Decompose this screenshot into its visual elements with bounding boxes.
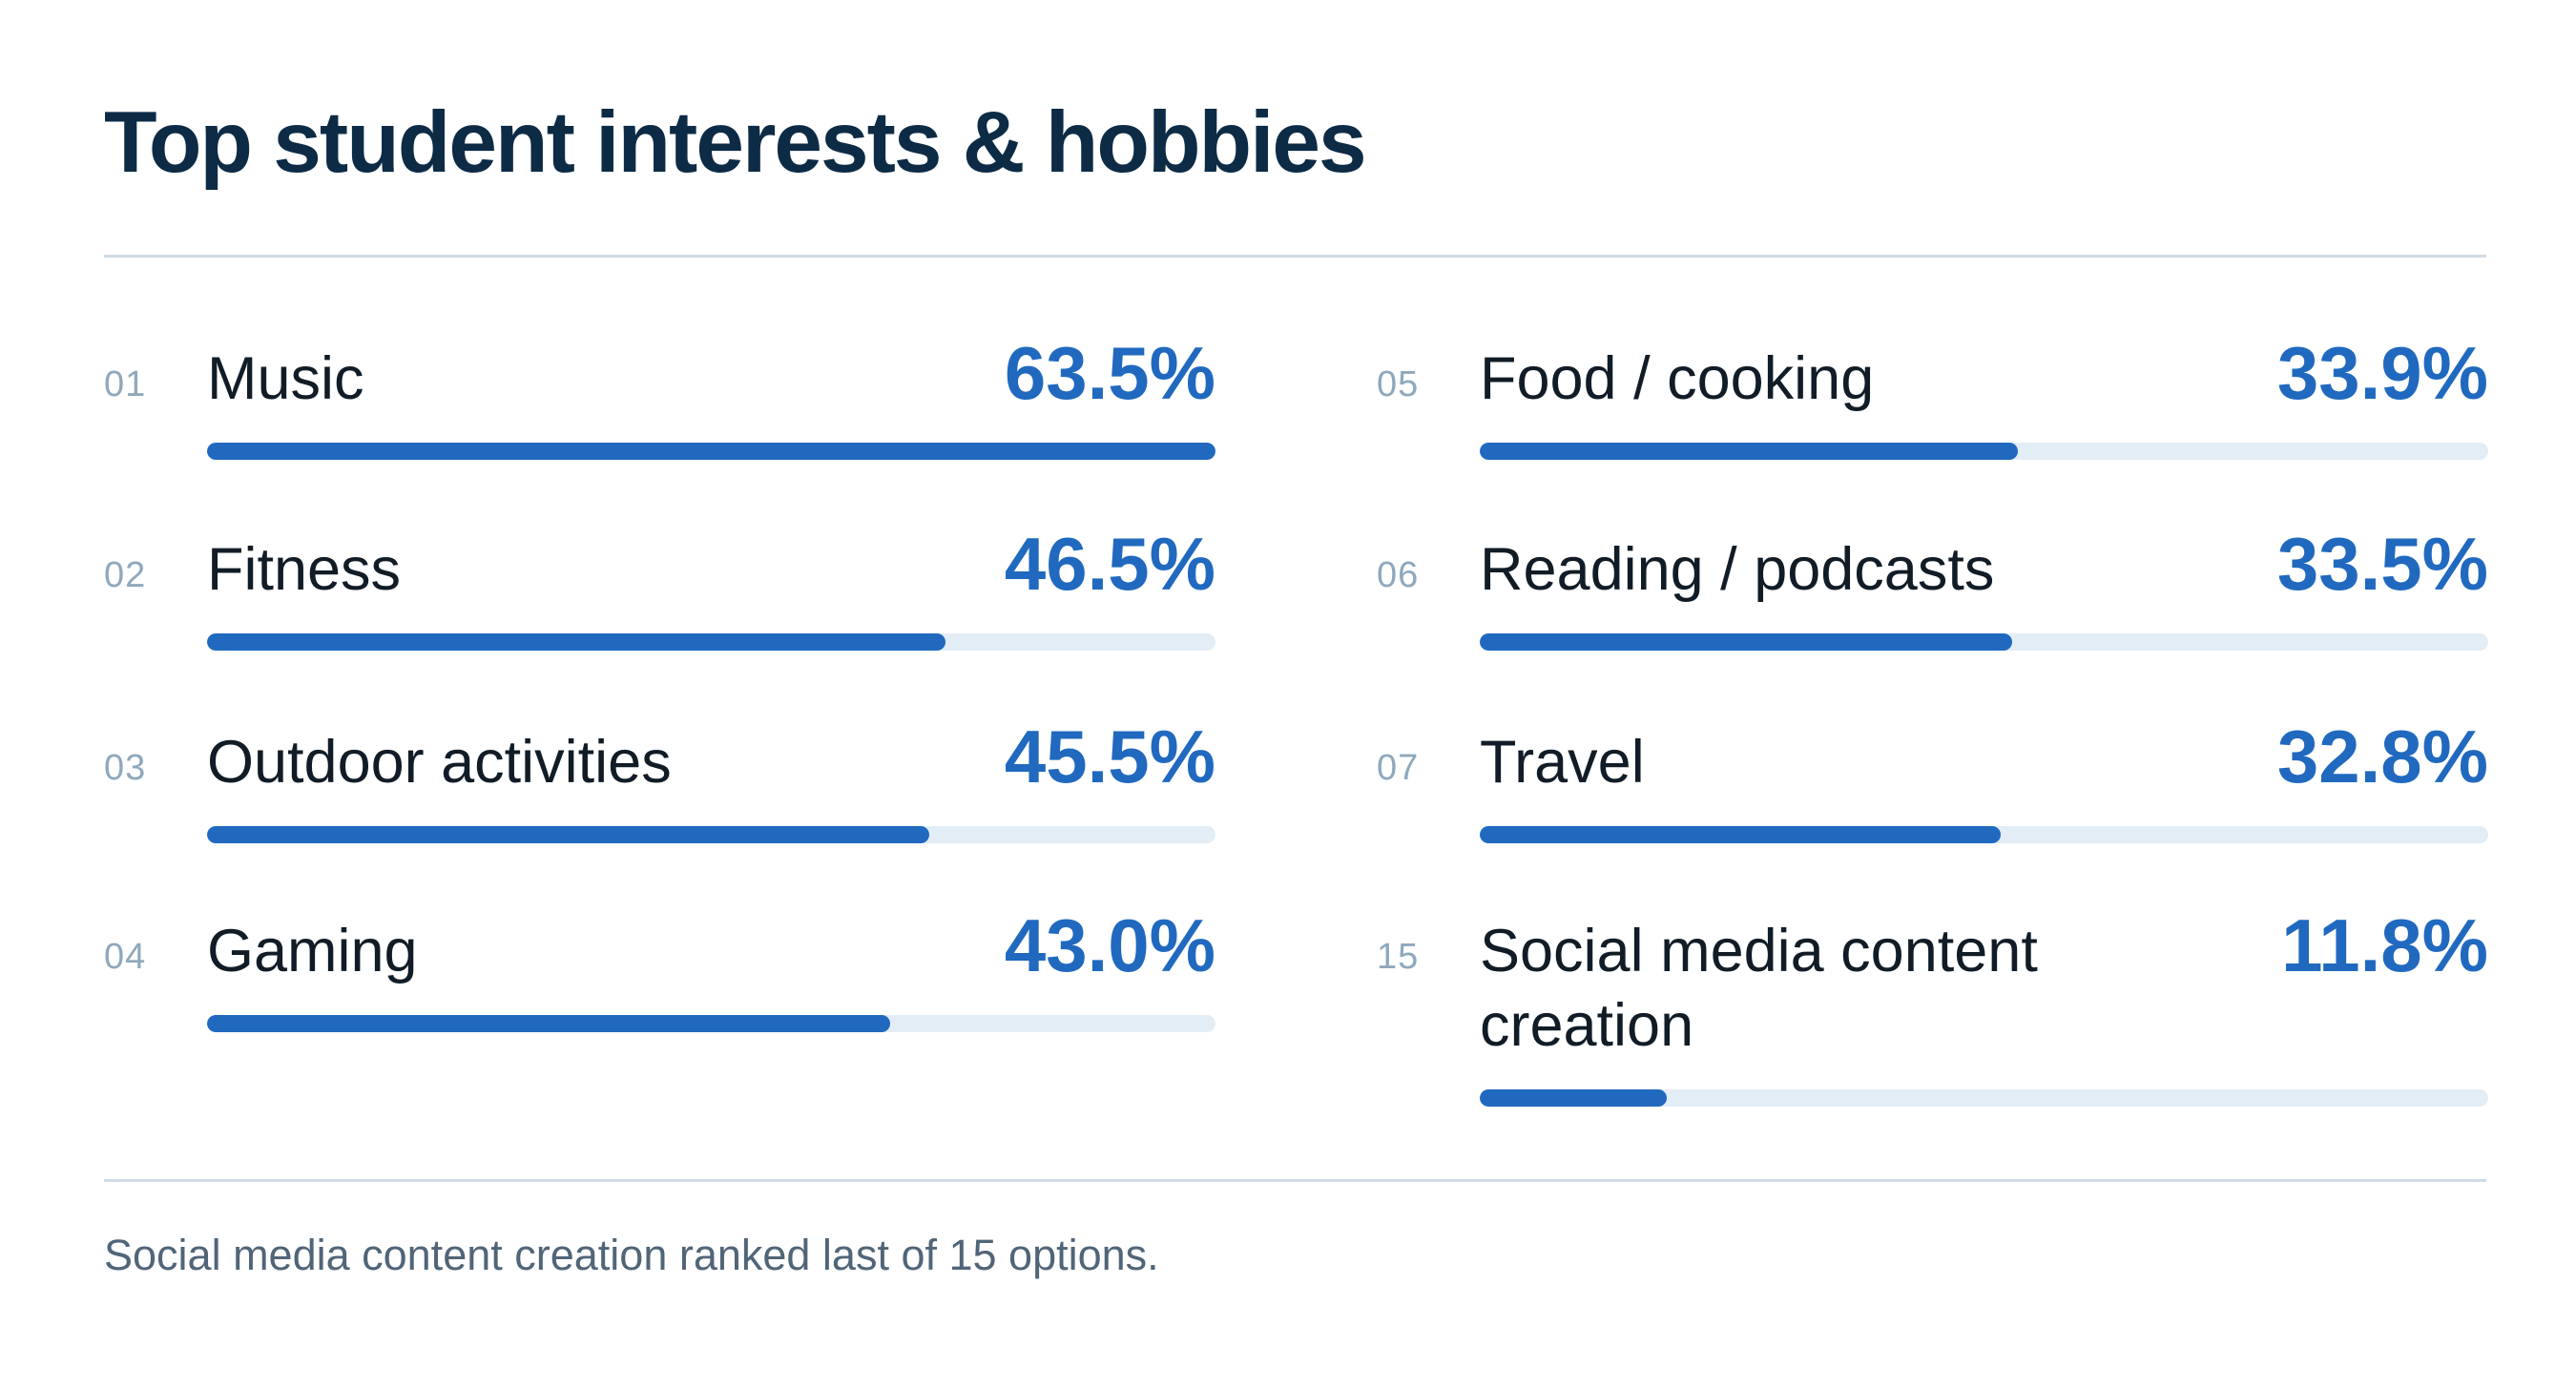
value-label: 45.5% <box>1004 715 1215 798</box>
category-label: Fitness <box>207 536 402 603</box>
value-label: 46.5% <box>1004 522 1215 606</box>
category-label: Travel <box>1480 729 1645 796</box>
value-label: 43.0% <box>1004 903 1215 987</box>
bar-row: 07 Travel 32.8% <box>1377 698 2488 889</box>
chart-title: Top student interests & hobbies <box>104 94 1367 191</box>
bottom-divider <box>104 1179 2486 1182</box>
left-column: 01 Music 63.5% 02 Fitness 46.5% 03 Outdoor acti… <box>104 0 1215 1388</box>
bar-track <box>207 826 1215 843</box>
bar-row: 03 Outdoor activities 45.5% <box>104 698 1215 889</box>
bar-track <box>1480 1089 2488 1107</box>
category-label: Gaming <box>207 918 418 984</box>
category-label: Outdoor activities <box>207 729 672 796</box>
rank-number: 07 <box>1377 748 1420 788</box>
category-label: Music <box>207 345 364 412</box>
bar-row: 01 Music 63.5% <box>104 315 1215 506</box>
rank-number: 03 <box>104 748 147 788</box>
footnote: Social media content creation ranked las… <box>104 1231 1159 1279</box>
category-label: Food / cooking <box>1480 345 1875 412</box>
bar-track <box>207 1015 1215 1032</box>
rank-number: 01 <box>104 364 147 404</box>
bar-fill <box>207 1015 890 1032</box>
bar-row: 05 Food / cooking 33.9% <box>1377 315 2488 506</box>
bar-row: 02 Fitness 46.5% <box>104 506 1215 696</box>
bar-row: 04 Gaming 43.0% <box>104 887 1215 1078</box>
bar-track <box>1480 826 2488 843</box>
bar-track <box>1480 633 2488 651</box>
value-label: 11.8% <box>2281 903 2488 987</box>
value-label: 32.8% <box>2276 715 2488 798</box>
bar-fill <box>1480 443 2019 460</box>
bar-fill <box>207 633 946 651</box>
rank-number: 15 <box>1377 937 1420 977</box>
bar-row: 06 Reading / podcasts 33.5% <box>1377 506 2488 696</box>
rank-number: 02 <box>104 555 147 595</box>
category-label: Reading / podcasts <box>1480 536 1995 603</box>
rank-number: 05 <box>1377 364 1420 404</box>
rank-number: 06 <box>1377 555 1420 595</box>
category-label: Social media content creation <box>1480 918 2038 1059</box>
bar-row: 15 Social media content creation 11.8% <box>1377 887 2488 1107</box>
top-divider <box>104 255 2486 258</box>
value-label: 63.5% <box>1004 331 1215 415</box>
rank-number: 04 <box>104 937 147 977</box>
right-column: 05 Food / cooking 33.9% 06 Reading / podcast… <box>1377 0 2488 1388</box>
bar-fill <box>207 826 930 843</box>
value-label: 33.9% <box>2276 331 2488 415</box>
bar-track <box>207 633 1215 651</box>
bar-track <box>1480 443 2488 460</box>
bar-fill <box>1480 826 2001 843</box>
bar-fill <box>1480 633 2012 651</box>
bar-fill <box>1480 1089 1668 1107</box>
bar-fill <box>207 443 1215 460</box>
value-label: 33.5% <box>2276 522 2488 606</box>
bar-track <box>207 443 1215 460</box>
